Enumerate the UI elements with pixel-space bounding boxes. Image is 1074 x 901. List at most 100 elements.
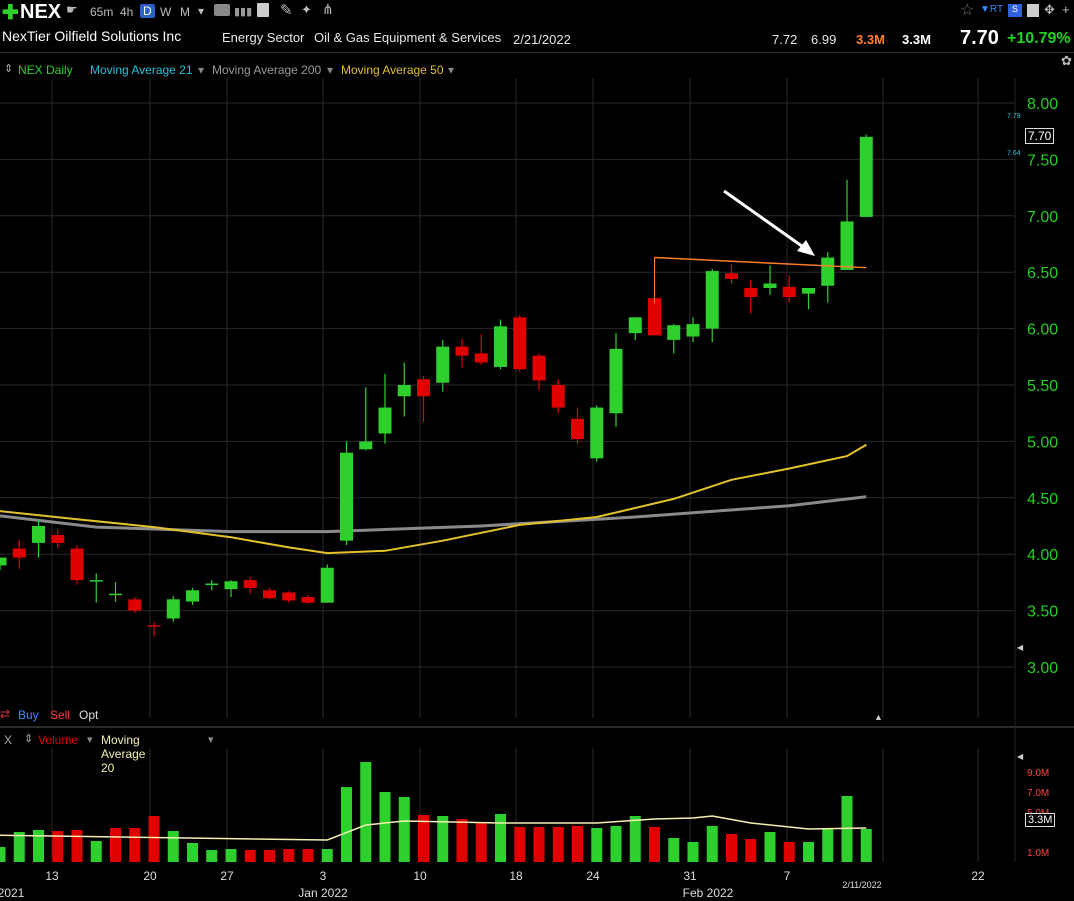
options-button[interactable]: Opt [79, 708, 99, 722]
calculator-icon[interactable] [257, 3, 269, 17]
price-tick-label: 4.50 [1027, 491, 1058, 508]
ma50-line-layer [0, 443, 867, 555]
price-tag-low: 7.64 [1007, 150, 1021, 157]
candle-body [590, 407, 604, 459]
candle-body [494, 326, 507, 367]
legend-ma50[interactable]: Moving Average 50 [341, 63, 444, 77]
volume-bar [591, 828, 603, 862]
candle-body [205, 583, 219, 586]
move-icon[interactable]: ✥ [1044, 2, 1055, 17]
volume-label[interactable]: Volume [38, 733, 79, 747]
axis-scroll-icon[interactable]: ◀ [1017, 643, 1024, 652]
volume-bar [129, 828, 141, 862]
legend-ma21[interactable]: Moving Average 21 [90, 63, 193, 77]
legend-symbol[interactable]: NEX Daily [18, 63, 73, 77]
volume-axis-scroll-icon[interactable]: ◀ [1017, 752, 1024, 761]
volume-bar [803, 842, 814, 862]
candle-body [474, 353, 488, 363]
chart-type-icon[interactable] [214, 4, 230, 16]
bars-icon[interactable]: ▮▮▮ [234, 6, 253, 18]
annotation-arrowhead [797, 240, 815, 256]
volume-bar [341, 787, 352, 862]
settings-icon[interactable]: ✿ [1061, 53, 1072, 68]
candle-body [378, 407, 392, 434]
volume-bar [225, 849, 237, 862]
quote-low: 7.72 [772, 32, 798, 47]
save-icon[interactable] [1027, 4, 1039, 17]
date-tick-label: 18 [509, 869, 523, 883]
link-icon[interactable]: ☛ [66, 2, 78, 17]
scroll-up-icon[interactable]: ▲ [874, 712, 883, 722]
volume-bar [649, 827, 660, 862]
volume-dropdown-icon[interactable]: ▾ [87, 734, 93, 746]
candle-body [282, 592, 296, 601]
volume-close-button[interactable]: X [4, 733, 13, 747]
interval-65m[interactable]: 65m [90, 5, 114, 19]
candle-body [128, 599, 142, 611]
sector-link[interactable]: Energy Sector [222, 30, 305, 45]
candle-body [12, 548, 26, 558]
candle-body [166, 599, 180, 619]
price-tick-label: 8.00 [1027, 96, 1058, 113]
date-tick-label: 24 [586, 869, 600, 883]
resistance-trendline [654, 256, 867, 269]
candle-body [0, 557, 7, 566]
candle-body [628, 317, 642, 334]
legend-ma21-dropdown-icon[interactable]: ▾ [198, 63, 205, 77]
volume-bar [148, 816, 160, 862]
legend-ma50-dropdown-icon[interactable]: ▾ [448, 63, 455, 77]
drag-handle-icon[interactable]: ⇕ [4, 63, 14, 75]
interval-4h[interactable]: 4h [120, 5, 134, 19]
interval-weekly[interactable]: W [160, 5, 172, 19]
volume-bar [167, 831, 179, 862]
date-tick-label: 2/11/2022 [842, 880, 881, 890]
volume-bar [52, 831, 64, 862]
volume-bar [533, 827, 545, 862]
interval-dropdown-icon[interactable]: ▾ [198, 4, 205, 18]
volume-bar [437, 816, 449, 862]
volume-bar [187, 843, 198, 862]
volume-bar [206, 850, 218, 862]
legend-ma200-dropdown-icon[interactable]: ▾ [327, 63, 334, 77]
volume-bar [629, 816, 641, 862]
volume-ma-dropdown-icon[interactable]: ▾ [208, 734, 214, 746]
candle-body [32, 526, 45, 543]
quote-volume: 3.3M [902, 32, 931, 47]
interval-daily[interactable]: D [140, 4, 155, 18]
volume-bar [687, 842, 699, 862]
volume-ma-label[interactable]: Moving Average 20 [101, 733, 146, 775]
tools-icon[interactable]: ✦ [301, 2, 312, 17]
more-icon[interactable]: + [1062, 2, 1070, 17]
volume-bar [379, 792, 391, 862]
ticker-symbol[interactable]: NEX [20, 1, 62, 23]
share-icon[interactable]: ⋔ [322, 1, 334, 17]
s-icon[interactable]: S [1008, 4, 1022, 17]
candle-body [89, 580, 103, 582]
buy-button[interactable]: Buy [18, 708, 39, 722]
legend-ma200[interactable]: Moving Average 200 [212, 63, 322, 77]
candle-body [686, 324, 700, 337]
sell-button[interactable]: Sell [50, 708, 71, 722]
quote-open: 6.99 [811, 32, 837, 47]
candle-body [551, 385, 565, 408]
volume-bar [264, 850, 275, 862]
divider [0, 52, 1074, 53]
draw-icon[interactable]: ✎ [280, 2, 293, 19]
candle-body [840, 221, 854, 270]
candle-body [417, 379, 430, 397]
realtime-icon[interactable]: ▼RT [980, 4, 1004, 15]
interval-monthly[interactable]: M [180, 5, 190, 19]
star-icon[interactable]: ☆ [960, 2, 975, 19]
candle-body [263, 590, 276, 599]
candle-body [224, 581, 238, 590]
price-tick-label: 4.00 [1027, 547, 1058, 564]
date-tick-label: Jan 2022 [298, 886, 348, 900]
trade-icon[interactable]: ⇄ [0, 707, 11, 721]
add-icon[interactable]: ✚ [2, 2, 19, 24]
price-tick-label: 7.00 [1027, 209, 1058, 226]
industry-link[interactable]: Oil & Gas Equipment & Services [314, 30, 502, 45]
volume-drag-icon[interactable]: ⇕ [24, 733, 34, 745]
quote-volume-avg: 3.3M [856, 32, 885, 47]
volume-bar [552, 827, 564, 862]
